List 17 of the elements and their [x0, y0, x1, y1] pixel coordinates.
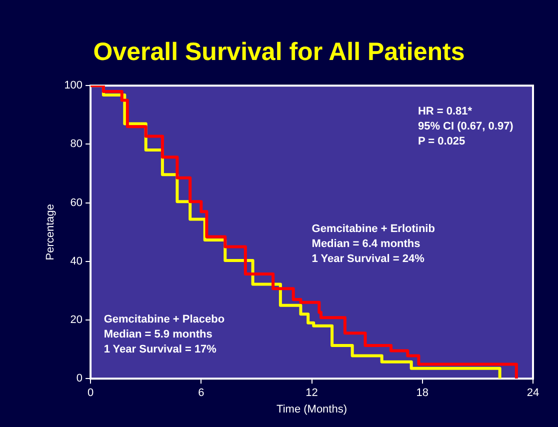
annotation: HR = 0.81* 95% CI (0.67, 0.97) P = 0.025: [418, 106, 514, 148]
chart-title: Overall Survival for All Patients: [92, 38, 466, 67]
y-tick-label: 80: [70, 138, 83, 150]
x-axis-title: Time (Months): [276, 403, 348, 416]
annotation: Gemcitabine + Placebo Median = 5.9 months 1 Year Survival = 17%: [104, 314, 225, 356]
x-tick-label: 6: [198, 387, 204, 400]
y-tick-label: 20: [70, 314, 83, 326]
y-tick-label: 0: [76, 372, 83, 385]
y-tick-label: 40: [70, 255, 83, 268]
y-axis-title: Percentage: [44, 204, 57, 260]
y-tick-label: 60: [70, 196, 83, 209]
annotation: Gemcitabine + Erlotinib Median = 6.4 months 1 Year Survival = 24%: [312, 222, 436, 265]
x-tick-label: 18: [416, 387, 429, 400]
x-tick-label: 0: [87, 387, 94, 400]
x-tick-label: 12: [306, 387, 318, 400]
x-tick-label: 24: [526, 387, 540, 400]
y-tick-label: 100: [64, 80, 83, 92]
